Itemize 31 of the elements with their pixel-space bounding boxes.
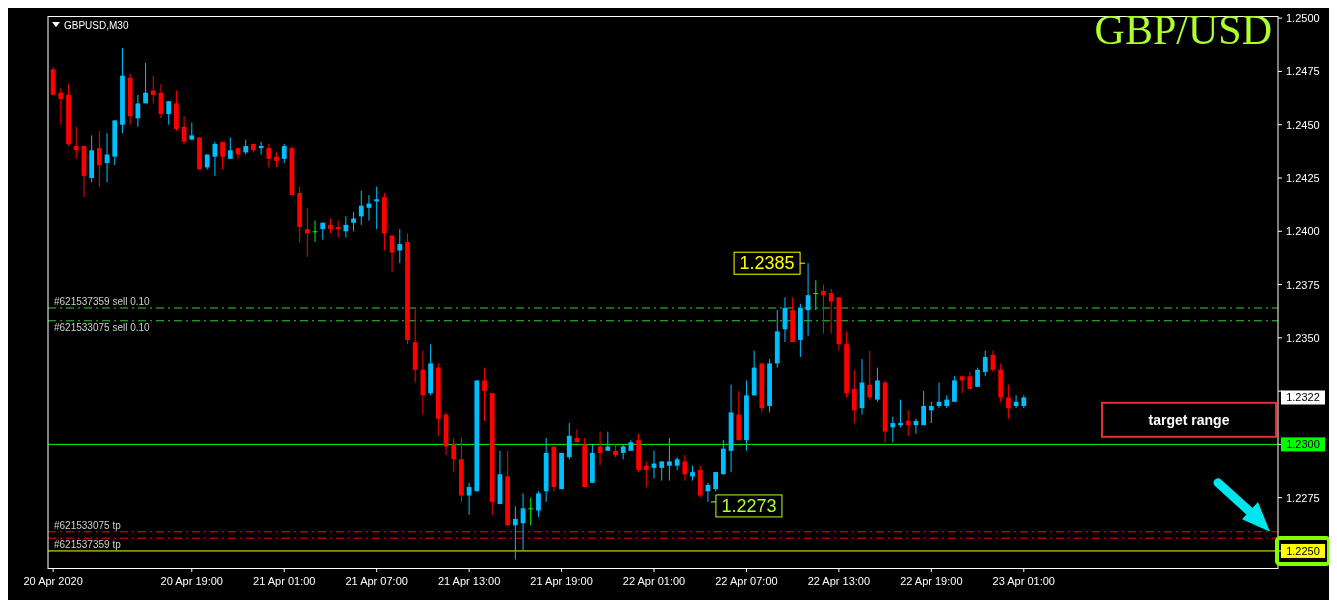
- ref-line-label: #621533075 tp: [54, 519, 122, 531]
- annotation: target range: [1148, 411, 1230, 428]
- x-tick-label: 22 Apr 19:00: [900, 575, 963, 587]
- ref-line-label: 1.2300: [1286, 438, 1320, 451]
- y-tick-label: 1.2475: [1286, 65, 1320, 78]
- x-tick-label: 20 Apr 19:00: [160, 575, 223, 587]
- chart-title: GBP/USD: [1094, 7, 1272, 53]
- x-tick-label: 21 Apr 13:00: [437, 575, 501, 587]
- y-tick-label: 1.2450: [1286, 118, 1320, 131]
- x-tick-label: 23 Apr 01:00: [992, 575, 1055, 587]
- ref-line-label: #621537359 sell 0.10: [54, 295, 151, 307]
- y-tick-label: 1.2400: [1286, 225, 1320, 238]
- x-tick-label: 22 Apr 01:00: [622, 575, 686, 587]
- x-tick-label: 20 Apr 2020: [23, 575, 83, 587]
- annotation: 1.2273: [721, 495, 777, 516]
- ref-line-label: 1.2250: [1286, 544, 1320, 557]
- text: 1.2322: [1286, 391, 1320, 404]
- y-tick-label: 1.2275: [1286, 491, 1320, 504]
- x-tick-label: 21 Apr 01:00: [253, 575, 316, 587]
- ref-line-label: #621533075 sell 0.10: [54, 321, 151, 333]
- x-tick-label: 22 Apr 13:00: [807, 575, 871, 587]
- ref-line-label: #621537359 tp: [54, 539, 122, 551]
- chart-subtitle: GBPUSD,M30: [64, 20, 129, 31]
- y-tick-label: 1.2425: [1286, 171, 1320, 184]
- y-tick-label: 1.2500: [1286, 12, 1320, 25]
- x-tick-label: 21 Apr 19:00: [530, 575, 593, 587]
- x-tick-label: 22 Apr 07:00: [715, 575, 778, 587]
- annotation: 1.2385: [739, 253, 795, 274]
- y-tick-label: 1.2375: [1286, 278, 1320, 291]
- x-tick-label: 21 Apr 07:00: [345, 575, 408, 587]
- y-tick-label: 1.2350: [1286, 331, 1320, 344]
